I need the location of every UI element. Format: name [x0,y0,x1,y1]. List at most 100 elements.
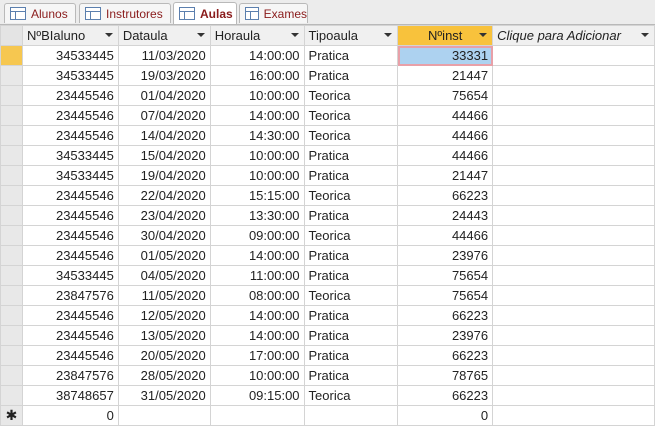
tab-aulas[interactable]: Aulas [173,2,237,24]
cell-nbialuno[interactable]: 23445546 [21,345,119,366]
cell-dataula[interactable]: 19/03/2020 [117,65,211,86]
cell-nbialuno[interactable]: 34533445 [21,65,119,86]
cell-nbialuno[interactable]: 23847576 [21,365,119,386]
record-selector[interactable] [0,205,23,226]
tab-exames[interactable]: Exames [239,3,308,23]
cell-horaula[interactable]: 09:15:00 [209,385,305,406]
cell-dataula[interactable]: 31/05/2020 [117,385,211,406]
column-header-ninst[interactable]: Nºinst [397,25,494,46]
cell-tipoaula[interactable]: Pratica [303,165,399,186]
table-row[interactable]: 34533445 11/03/2020 14:00:00 Pratica 33331 [0,45,655,66]
cell-horaula[interactable] [209,405,305,426]
cell-ninst[interactable]: 21447 [397,65,494,86]
cell-ninst[interactable]: 24443 [397,205,494,226]
record-selector[interactable] [0,325,23,346]
column-header-add[interactable]: Clique para Adicionar [492,25,655,46]
cell-tipoaula[interactable]: Pratica [303,345,399,366]
record-selector[interactable] [0,285,23,306]
cell-horaula[interactable]: 13:30:00 [209,205,305,226]
cell-tipoaula[interactable]: Pratica [303,265,399,286]
record-selector[interactable] [0,165,23,186]
cell-horaula[interactable]: 10:00:00 [209,85,305,106]
table-row[interactable]: 23445546 30/04/2020 09:00:00 Teorica 44466 [0,225,655,246]
cell-ninst[interactable]: 75654 [397,265,494,286]
cell-tipoaula[interactable]: Teorica [303,185,399,206]
cell-add-column[interactable] [492,145,655,166]
cell-ninst[interactable]: 21447 [397,165,494,186]
cell-ninst[interactable]: 44466 [397,225,494,246]
new-record-row[interactable]: ✱ 0 0 [0,405,655,426]
record-selector[interactable] [0,245,23,266]
record-selector[interactable] [0,45,23,66]
cell-ninst[interactable]: 78765 [397,365,494,386]
cell-ninst[interactable]: 44466 [397,125,494,146]
select-all-corner[interactable] [0,25,23,46]
cell-dataula[interactable]: 07/04/2020 [117,105,211,126]
record-selector[interactable] [0,65,23,86]
dropdown-arrow-icon[interactable] [479,33,488,37]
cell-nbialuno[interactable]: 0 [21,405,119,426]
cell-dataula[interactable] [117,405,211,426]
table-row[interactable]: 23445546 14/04/2020 14:30:00 Teorica 44466 [0,125,655,146]
cell-dataula[interactable]: 11/05/2020 [117,285,211,306]
cell-ninst[interactable]: 66223 [397,385,494,406]
table-row[interactable]: 38748657 31/05/2020 09:15:00 Teorica 66223 [0,385,655,406]
cell-ninst[interactable]: 75654 [397,285,494,306]
cell-add-column[interactable] [492,365,655,386]
cell-horaula[interactable]: 15:15:00 [209,185,305,206]
cell-nbialuno[interactable]: 38748657 [21,385,119,406]
cell-add-column[interactable] [492,325,655,346]
cell-ninst[interactable]: 66223 [397,305,494,326]
cell-horaula[interactable]: 14:00:00 [209,305,305,326]
table-row[interactable]: 23445546 20/05/2020 17:00:00 Pratica 66223 [0,345,655,366]
cell-add-column[interactable] [492,105,655,126]
cell-dataula[interactable]: 20/05/2020 [117,345,211,366]
table-row[interactable]: 34533445 19/03/2020 16:00:00 Pratica 21447 [0,65,655,86]
cell-horaula[interactable]: 14:00:00 [209,245,305,266]
cell-dataula[interactable]: 23/04/2020 [117,205,211,226]
cell-tipoaula[interactable]: Teorica [303,85,399,106]
new-record-marker[interactable]: ✱ [0,405,23,426]
cell-nbialuno[interactable]: 34533445 [21,45,119,66]
cell-horaula[interactable]: 11:00:00 [209,265,305,286]
cell-add-column[interactable] [492,165,655,186]
cell-tipoaula[interactable]: Teorica [303,105,399,126]
table-row[interactable]: 34533445 19/04/2020 10:00:00 Pratica 21447 [0,165,655,186]
table-row[interactable]: 34533445 04/05/2020 11:00:00 Pratica 75654 [0,265,655,286]
cell-add-column[interactable] [492,225,655,246]
cell-horaula[interactable]: 17:00:00 [209,345,305,366]
cell-dataula[interactable]: 01/05/2020 [117,245,211,266]
cell-nbialuno[interactable]: 23445546 [21,245,119,266]
column-header-nbialuno[interactable]: NºBIaluno [21,25,119,46]
column-header-dataula[interactable]: Dataula [117,25,211,46]
cell-tipoaula[interactable]: Pratica [303,305,399,326]
record-selector[interactable] [0,105,23,126]
cell-nbialuno[interactable]: 34533445 [21,145,119,166]
record-selector[interactable] [0,385,23,406]
cell-tipoaula[interactable]: Pratica [303,65,399,86]
cell-horaula[interactable]: 16:00:00 [209,65,305,86]
cell-horaula[interactable]: 14:00:00 [209,45,305,66]
cell-horaula[interactable]: 14:00:00 [209,105,305,126]
cell-nbialuno[interactable]: 23445546 [21,85,119,106]
cell-add-column[interactable] [492,185,655,206]
tab-alunos[interactable]: Alunos [4,3,76,23]
cell-add-column[interactable] [492,405,655,426]
cell-add-column[interactable] [492,85,655,106]
table-row[interactable]: 23445546 07/04/2020 14:00:00 Teorica 44466 [0,105,655,126]
cell-add-column[interactable] [492,125,655,146]
cell-add-column[interactable] [492,345,655,366]
cell-tipoaula[interactable]: Pratica [303,45,399,66]
cell-nbialuno[interactable]: 23445546 [21,105,119,126]
cell-add-column[interactable] [492,385,655,406]
cell-ninst[interactable]: 75654 [397,85,494,106]
cell-dataula[interactable]: 19/04/2020 [117,165,211,186]
cell-tipoaula[interactable]: Pratica [303,205,399,226]
dropdown-arrow-icon[interactable] [290,33,299,37]
cell-horaula[interactable]: 09:00:00 [209,225,305,246]
cell-ninst[interactable]: 33331 [397,45,494,66]
record-selector[interactable] [0,145,23,166]
column-header-horaula[interactable]: Horaula [209,25,305,46]
cell-add-column[interactable] [492,265,655,286]
cell-tipoaula[interactable]: Pratica [303,325,399,346]
